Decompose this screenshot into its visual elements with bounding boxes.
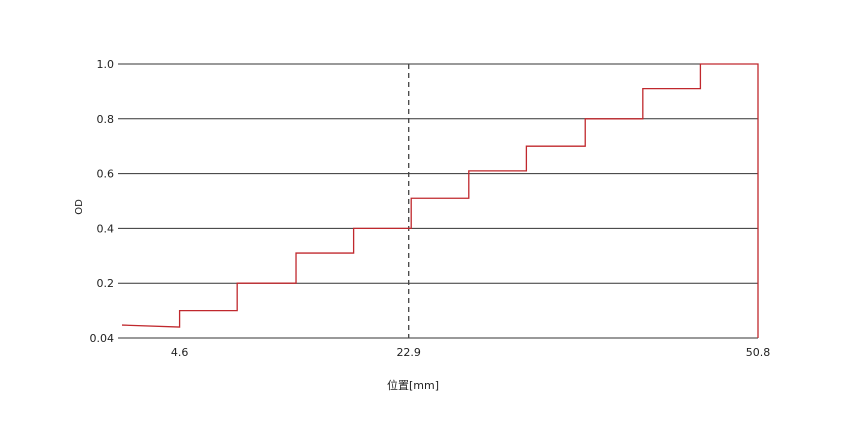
x-tick-label: 50.8 [746,346,771,359]
gridlines [118,63,758,284]
y-tick-label: 0.4 [97,222,115,235]
series-group [121,63,759,338]
y-axis-label: OD [74,199,85,215]
x-axis-label: 位置[mm] [387,378,439,392]
y-tick-label: 1.0 [97,58,115,71]
y-tick-label: 0.04 [90,332,115,345]
y-tick-label: 0.8 [97,113,115,126]
x-tick-label: 22.9 [396,346,421,359]
x-tick-label: 4.6 [171,346,189,359]
x-tick-labels: 4.6 22.9 50.8 [171,346,770,359]
y-tick-label: 0.2 [97,277,115,290]
series-line [121,63,759,338]
y-tick-label: 0.6 [97,168,115,181]
y-tick-labels: 0.04 0.2 0.4 0.6 0.8 1.0 [90,58,115,345]
